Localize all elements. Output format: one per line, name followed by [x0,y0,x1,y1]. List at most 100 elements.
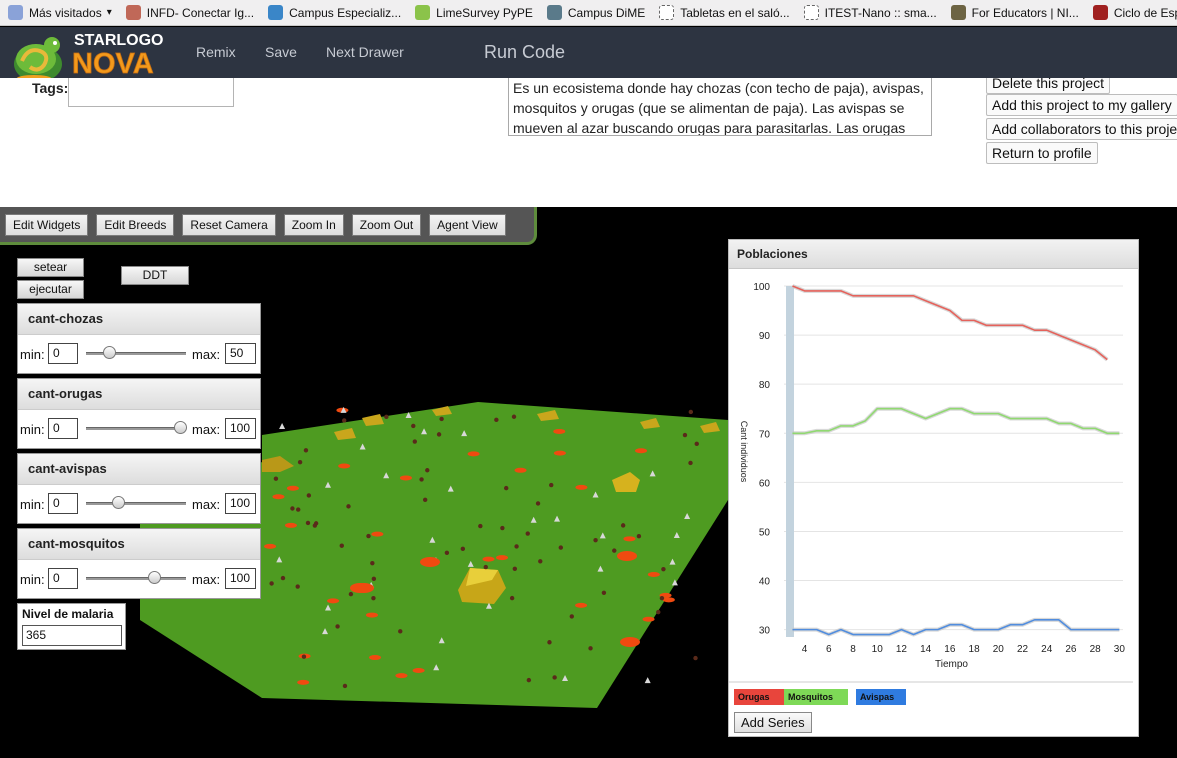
edit-breeds-button[interactable]: Edit Breeds [96,213,175,236]
bookmark-item[interactable]: Campus Especializ... [268,5,401,20]
y-tick-label: 100 [753,282,770,293]
next-drawer-button[interactable]: Next Drawer [326,44,404,60]
delete-project-button[interactable]: Delete this project [986,78,1111,94]
max-input[interactable]: 100 [225,568,256,589]
min-label: min: [20,422,45,437]
3d-world-view[interactable] [0,245,728,758]
agent-mark [306,493,312,498]
agent-mark [530,516,537,523]
slider-widget-cant-avispas: cant-avispas min: 0 max: 100 [17,453,261,524]
max-input[interactable]: 100 [225,418,256,439]
agent-mark [620,637,640,647]
bookmark-item[interactable]: Ciclo de Especi [1092,5,1177,20]
bookmark-label: For Educators | NI... [971,5,1079,20]
agent-mark [305,520,311,526]
x-tick-label: 8 [850,644,856,655]
agent-mark [312,523,318,528]
reset-camera-button[interactable]: Reset Camera [182,213,276,236]
x-tick-label: 28 [1090,644,1102,655]
zoom-in-button[interactable]: Zoom In [283,213,344,236]
bookmark-item[interactable]: INFD- Conectar Ig... [125,5,255,20]
slider-track[interactable] [86,502,186,505]
description-textarea[interactable]: Es un ecosistema donde hay chozas (con t… [508,78,932,136]
slider-widget-cant-mosquitos: cant-mosquitos min: 0 max: 100 [17,528,261,599]
min-input[interactable]: 0 [48,418,78,439]
agent-mark [286,485,299,491]
slider-thumb[interactable] [103,346,116,359]
max-label: max: [192,497,221,512]
slider-track[interactable] [86,352,186,355]
slider-track[interactable] [86,577,186,580]
bookmark-label: Campus Especializ... [289,5,402,20]
logo-line2: NOVA [72,48,154,80]
min-input[interactable]: 0 [48,493,78,514]
agent-mark [447,485,454,492]
bookmark-item[interactable]: ITEST-Nano :: sma... [803,5,937,20]
agent-mark [279,422,286,429]
x-tick-label: 4 [802,644,808,655]
agent-mark [525,531,530,536]
x-tick-label: 22 [1017,644,1029,655]
populations-line-chart: 30 40 50 60 70 80 90 100 4 6 8 10 12 14 16 18 20 22 24 26 28… [729,282,1133,683]
legend-item-orugas[interactable]: Orugas [734,689,784,705]
bookmark-label: LimeSurvey PyPE [436,5,533,20]
min-input[interactable]: 0 [48,568,78,589]
agent-mark [264,543,277,549]
populations-chart-panel: Poblaciones 30 40 50 60 70 80 90 100 4 6 8 10 12 14 16… [728,239,1139,737]
agent-mark [599,532,606,539]
zoom-out-button[interactable]: Zoom Out [351,213,422,236]
agent-mark [398,629,403,634]
agent-mark [269,581,274,586]
folder-icon [8,5,23,20]
agent-view-button[interactable]: Agent View [429,213,506,236]
run-code-button[interactable]: Run Code [484,42,566,62]
slider-thumb[interactable] [174,421,187,434]
agent-mark [588,646,593,651]
agent-mark [623,536,636,542]
edit-widgets-button[interactable]: Edit Widgets [5,213,89,236]
add-series-button[interactable]: Add Series [734,712,812,733]
slider-thumb[interactable] [112,496,125,509]
slider-thumb[interactable] [148,571,161,584]
bookmark-item[interactable]: Más visitados ▾ [8,5,112,20]
starlogo-nova-logo[interactable]: STARLOGO NOVA [8,27,183,85]
agent-mark [297,679,310,685]
tags-input[interactable] [68,78,234,107]
slider-track[interactable] [86,427,186,430]
legend-item-mosquitos[interactable]: Mosquitos [784,689,848,705]
y-tick-label: 40 [759,577,771,588]
x-tick-label: 26 [1065,644,1077,655]
max-label: max: [192,347,221,362]
agent-mark [325,604,332,611]
bookmark-item[interactable]: LimeSurvey PyPE [415,5,533,20]
max-input[interactable]: 100 [225,493,256,514]
agent-mark [422,497,428,503]
agent-mark [303,448,309,453]
ejecutar-button[interactable]: ejecutar [17,280,84,299]
bookmark-label: INFD- Conectar Ig... [146,5,255,20]
agent-mark [399,475,412,481]
remix-button[interactable]: Remix [196,44,236,60]
min-input[interactable]: 0 [48,343,78,364]
agent-mark [662,597,675,603]
bookmark-item[interactable]: Campus DiME [546,5,645,20]
agent-mark [335,624,340,629]
add-to-gallery-button[interactable]: Add this project to my gallery [986,94,1177,116]
ddt-button[interactable]: DDT [121,266,189,285]
max-label: max: [192,572,221,587]
bookmark-item[interactable]: Tabletas en el saló... [659,5,790,20]
x-tick-label: 18 [969,644,981,655]
save-button[interactable]: Save [265,44,297,60]
bookmark-item[interactable]: For Educators | NI... [950,5,1079,20]
agent-mark [644,677,651,684]
setear-button[interactable]: setear [17,258,84,277]
return-to-profile-button[interactable]: Return to profile [986,142,1098,164]
agent-mark [365,612,378,618]
x-tick-label: 6 [826,644,832,655]
min-label: min: [20,497,45,512]
agent-mark [295,584,300,589]
max-input[interactable]: 50 [225,343,256,364]
agent-mark [425,468,430,473]
legend-item-avispas[interactable]: Avispas [856,689,906,705]
add-collaborators-button[interactable]: Add collaborators to this proje [986,118,1177,140]
